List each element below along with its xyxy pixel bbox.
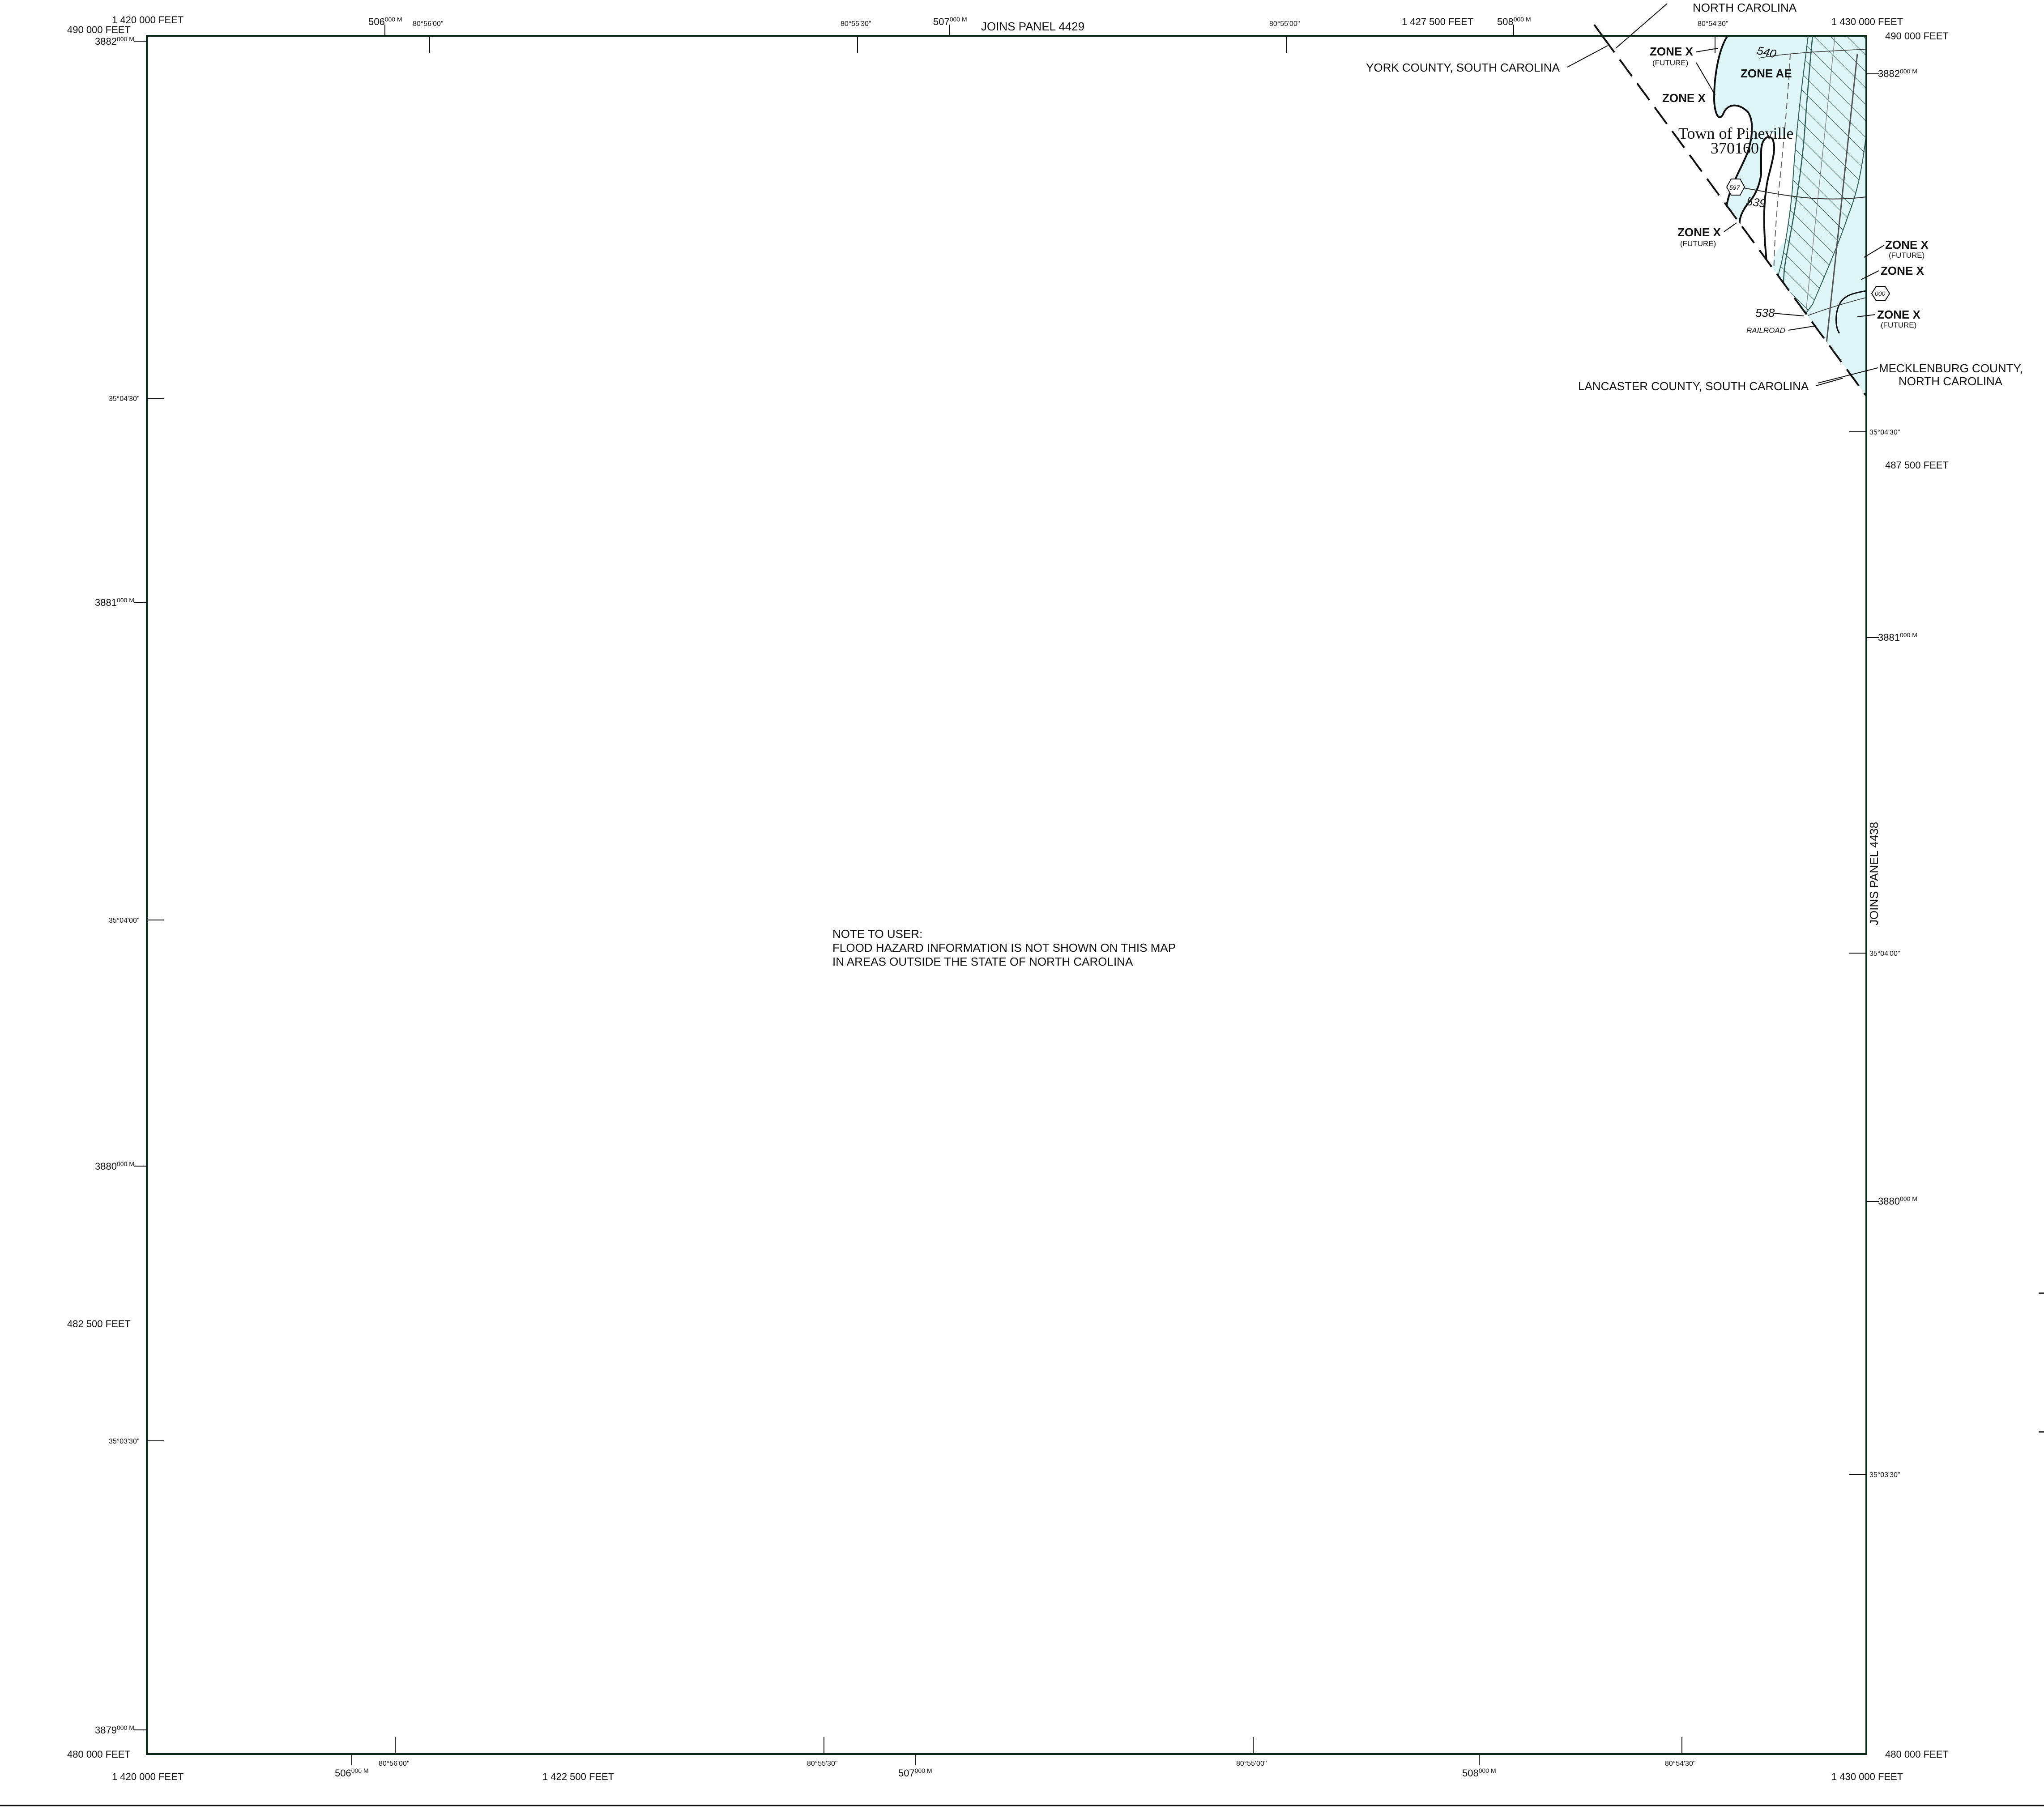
bottom-lon-55-00: 80°55'00" <box>1236 1760 1267 1767</box>
note-line-2: FLOOD HAZARD INFORMATION IS NOT SHOWN ON… <box>832 941 1176 954</box>
zone-x-future-leader-1 <box>1696 48 1718 52</box>
railroad-label: RAILROAD <box>1746 326 1785 335</box>
zone-x-future-label-3: ZONE X <box>1885 238 1929 251</box>
right-lat-04-30: 35°04'30" <box>1869 429 1900 436</box>
railroad-line <box>1821 53 1858 390</box>
flood-boundary-east <box>1835 290 1866 334</box>
bottom-m508: 508000 M <box>1462 1767 1496 1779</box>
cross-section-538 <box>1808 297 1866 316</box>
mecklenburg-label-1: MECKLENBURG COUNTY, <box>1879 362 2023 375</box>
svg-text:597: 597 <box>1729 184 1741 191</box>
route-shield-597: 597 <box>1726 179 1745 196</box>
left-lat-04-00: 35°04'00" <box>109 917 140 924</box>
top-feet-right: 1 430 000 FEET <box>1831 16 1903 27</box>
mecklenburg-leader <box>1818 367 1878 383</box>
top-m506: 506000 M <box>368 16 402 27</box>
left-feet-482: 482 500 FEET <box>67 1318 131 1329</box>
mecklenburg-label-2: NORTH CAROLINA <box>1899 375 2003 388</box>
state-boundary-line <box>1601 35 1867 397</box>
route-shield-000: 000 <box>1871 286 1890 301</box>
bottom-lon-55-30: 80°55'30" <box>807 1760 838 1767</box>
town-id-label: 370160 <box>1711 139 1759 157</box>
zone-x-future-label-2: ZONE X <box>1677 226 1721 239</box>
bottom-feet-left: 1 420 000 FEET <box>112 1771 183 1782</box>
elev-538-leader <box>1773 313 1804 316</box>
zone-x-future-leader-2 <box>1724 222 1737 232</box>
top-lon-54-30: 80°54'30" <box>1698 20 1728 28</box>
top-joins-panel: JOINS PANEL 4429 <box>981 20 1084 33</box>
note-heading: NOTE TO USER: <box>832 927 922 941</box>
top-lon-56-00: 80°56'00" <box>413 20 444 28</box>
left-lat-04-30: 35°04'30" <box>109 395 140 403</box>
future-sub-label-4: (FUTURE) <box>1881 321 1916 329</box>
town-name-label: Town of Pineville <box>1678 124 1793 142</box>
future-sub-label-1: (FUTURE) <box>1652 59 1688 67</box>
york-county-leader <box>1567 45 1608 68</box>
bottom-feet-right: 1 430 000 FEET <box>1831 1771 1903 1782</box>
right-m3880: 3880000 M <box>1878 1195 1917 1207</box>
right-feet-487: 487 500 FEET <box>1885 460 1949 471</box>
tick-marks <box>134 25 1879 1765</box>
zone-x-leader-2 <box>1861 270 1879 280</box>
nc-mapped-area <box>1713 36 1866 396</box>
railroad-leader <box>1788 325 1817 331</box>
left-feet-490: 490 000 FEET <box>67 24 131 35</box>
right-m3881: 3881000 M <box>1878 631 1917 643</box>
zone-ae-label: ZONE AE <box>1741 67 1792 80</box>
zone-x-future-leader-4 <box>1857 314 1876 317</box>
left-feet-480: 480 000 FEET <box>67 1749 131 1760</box>
zone-x-future-leader-1b <box>1696 62 1715 95</box>
bottom-m507: 507000 M <box>898 1767 932 1779</box>
cross-section-539 <box>1743 187 1866 200</box>
right-lat-03-30: 35°03'30" <box>1869 1471 1900 1479</box>
left-lat-03-30: 35°03'30" <box>109 1438 140 1445</box>
zone-x-label-2: ZONE X <box>1881 264 1924 277</box>
lancaster-county-label: LANCASTER COUNTY, SOUTH CAROLINA <box>1578 379 1809 393</box>
right-feet-480: 480 000 FEET <box>1885 1749 1949 1760</box>
elev-538-label: 538 <box>1755 306 1775 319</box>
cross-section-540 <box>1758 49 1866 59</box>
zone-x-future-label-4: ZONE X <box>1877 308 1920 321</box>
bottom-lon-54-30: 80°54'30" <box>1665 1760 1696 1767</box>
state-boundary-top-ext <box>1593 24 1603 37</box>
right-joins-panel: JOINS PANEL 4438 <box>1867 822 1881 925</box>
left-m3882: 3882000 M <box>95 35 134 47</box>
zone-x-future-label-1: ZONE X <box>1650 45 1693 58</box>
zone-x-label-1: ZONE X <box>1662 91 1706 105</box>
top-feet-mid: 1 427 500 FEET <box>1402 16 1473 27</box>
nc-top-leader <box>1615 3 1668 49</box>
zone-x-future-leader-3 <box>1864 245 1885 258</box>
top-lon-55-30: 80°55'30" <box>841 20 871 28</box>
nc-top-label: NORTH CAROLINA <box>1693 1 1797 14</box>
left-m3881: 3881000 M <box>95 596 134 608</box>
elev-539-label: 539 <box>1745 194 1767 210</box>
future-sub-label-3: (FUTURE) <box>1889 251 1925 260</box>
left-m3880: 3880000 M <box>95 1160 134 1172</box>
right-m3882: 3882000 M <box>1878 68 1917 79</box>
note-line-3: IN AREAS OUTSIDE THE STATE OF NORTH CARO… <box>832 955 1133 968</box>
top-lon-55-00: 80°55'00" <box>1269 20 1300 28</box>
left-m3879: 3879000 M <box>95 1724 134 1736</box>
right-feet-490: 490 000 FEET <box>1885 30 1949 42</box>
top-m507: 507000 M <box>933 16 967 27</box>
bottom-m506: 506000 M <box>335 1767 369 1779</box>
top-feet-left: 1 420 000 FEET <box>112 14 183 26</box>
york-county-label: YORK COUNTY, SOUTH CAROLINA <box>1366 61 1560 74</box>
map-neatline <box>146 35 1867 1755</box>
svg-text:000: 000 <box>1875 290 1886 297</box>
top-m508: 508000 M <box>1497 16 1531 27</box>
lancaster-county-leader <box>1816 378 1843 386</box>
bottom-feet-mid: 1 422 500 FEET <box>542 1771 614 1782</box>
future-sub-label-2: (FUTURE) <box>1680 239 1716 248</box>
right-lat-04-00: 35°04'00" <box>1869 950 1900 958</box>
bottom-lon-56-00: 80°56'00" <box>379 1760 410 1767</box>
